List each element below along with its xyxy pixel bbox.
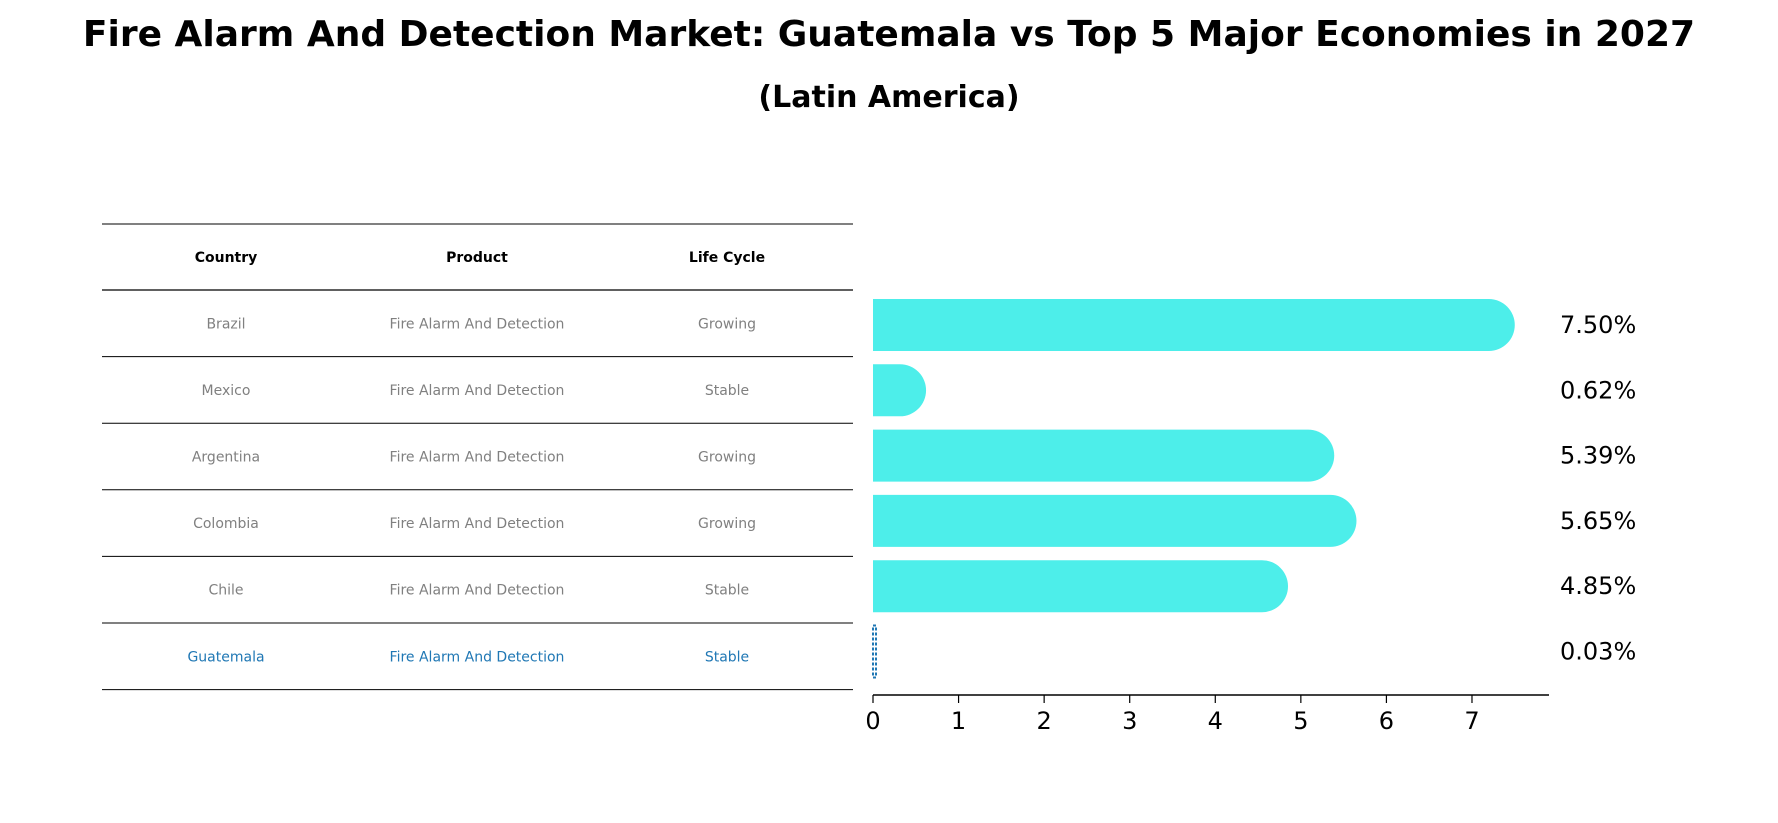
table-cell-product: Fire Alarm And Detection	[390, 316, 565, 332]
table-cell-product: Fire Alarm And Detection	[390, 583, 565, 599]
x-tick-label: 2	[1036, 707, 1051, 735]
table-cell-life-cycle: Stable	[705, 383, 749, 399]
table-cell-life-cycle: Growing	[698, 450, 756, 466]
data-label-argentina: 5.39%	[1560, 442, 1636, 470]
data-label-mexico: 0.62%	[1560, 376, 1636, 404]
table-cell-life-cycle: Growing	[698, 316, 756, 332]
bar-mexico	[873, 364, 927, 417]
bar-argentina	[873, 429, 1335, 482]
bar-chile	[873, 560, 1289, 613]
table-cell-product: Fire Alarm And Detection	[390, 649, 565, 665]
x-tick-label: 6	[1379, 707, 1394, 735]
table-header-product: Product	[446, 250, 508, 266]
table-cell-country: Argentina	[192, 450, 260, 466]
x-tick-label: 3	[1122, 707, 1137, 735]
table-cell-country: Colombia	[193, 516, 259, 532]
chart-subtitle: (Latin America)	[758, 80, 1020, 115]
table-cell-country: Brazil	[206, 316, 245, 332]
table-cell-life-cycle: Stable	[705, 649, 749, 665]
x-tick-label: 0	[865, 707, 880, 735]
table-cell-life-cycle: Growing	[698, 516, 756, 532]
table-cell-country: Guatemala	[187, 649, 264, 665]
data-label-brazil: 7.50%	[1560, 311, 1636, 339]
x-tick-label: 7	[1464, 707, 1479, 735]
data-label-chile: 4.85%	[1560, 572, 1636, 600]
table-cell-life-cycle: Stable	[705, 583, 749, 599]
table-cell-product: Fire Alarm And Detection	[390, 450, 565, 466]
table-cell-product: Fire Alarm And Detection	[390, 516, 565, 532]
table-cell-product: Fire Alarm And Detection	[390, 383, 565, 399]
bar-colombia	[873, 494, 1357, 547]
bar-guatemala	[872, 624, 877, 679]
x-tick-label: 5	[1293, 707, 1308, 735]
data-label-colombia: 5.65%	[1560, 507, 1636, 535]
x-tick-label: 4	[1208, 707, 1223, 735]
table-header-life-cycle: Life Cycle	[689, 250, 765, 266]
table-cell-country: Mexico	[202, 383, 251, 399]
bar-brazil	[873, 299, 1515, 351]
chart-title: Fire Alarm And Detection Market: Guatema…	[82, 14, 1696, 55]
x-tick-label: 1	[951, 707, 966, 735]
data-label-guatemala: 0.03%	[1560, 638, 1636, 666]
table-header-country: Country	[195, 250, 258, 266]
table-cell-country: Chile	[208, 583, 243, 599]
